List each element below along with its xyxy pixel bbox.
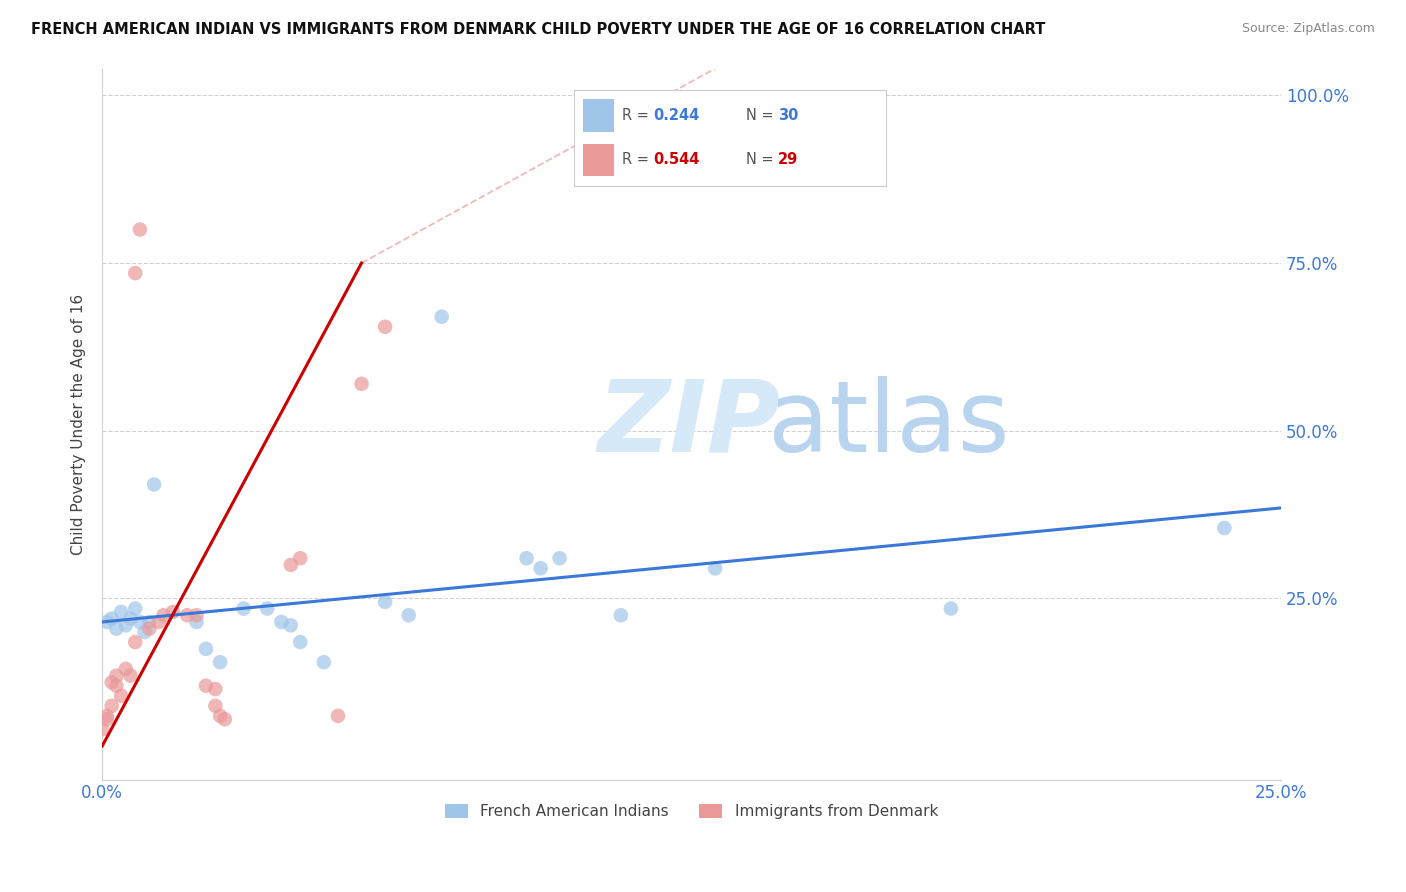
Y-axis label: Child Poverty Under the Age of 16: Child Poverty Under the Age of 16 xyxy=(72,293,86,555)
Point xyxy=(270,615,292,629)
Point xyxy=(280,618,302,632)
Point xyxy=(326,709,349,723)
Point xyxy=(290,551,312,566)
Point xyxy=(96,712,118,726)
Point xyxy=(105,668,128,682)
Point xyxy=(176,608,198,623)
Point xyxy=(1213,521,1236,535)
Text: Source: ZipAtlas.com: Source: ZipAtlas.com xyxy=(1241,22,1375,36)
Point xyxy=(96,709,118,723)
Point xyxy=(124,601,146,615)
Point xyxy=(194,679,217,693)
Point xyxy=(214,712,236,726)
Text: FRENCH AMERICAN INDIAN VS IMMIGRANTS FROM DENMARK CHILD POVERTY UNDER THE AGE OF: FRENCH AMERICAN INDIAN VS IMMIGRANTS FRO… xyxy=(31,22,1045,37)
Point xyxy=(374,595,396,609)
Point xyxy=(110,689,132,703)
Point xyxy=(105,622,128,636)
Point xyxy=(120,668,142,682)
Point xyxy=(129,615,152,629)
Point xyxy=(105,679,128,693)
Point xyxy=(114,618,136,632)
Point xyxy=(516,551,538,566)
Point xyxy=(194,641,217,656)
Point xyxy=(430,310,453,324)
Point xyxy=(148,615,170,629)
Point xyxy=(152,608,174,623)
Point xyxy=(120,612,142,626)
Point xyxy=(96,615,118,629)
Point xyxy=(129,222,152,236)
Point xyxy=(162,605,184,619)
Text: ZIP: ZIP xyxy=(598,376,780,473)
Point xyxy=(100,698,122,713)
Legend: French American Indians, Immigrants from Denmark: French American Indians, Immigrants from… xyxy=(439,798,943,825)
Point xyxy=(209,709,232,723)
Point xyxy=(280,558,302,572)
Point xyxy=(256,601,278,615)
Point xyxy=(548,551,571,566)
Point xyxy=(232,601,254,615)
Point xyxy=(204,681,226,696)
Point xyxy=(398,608,420,623)
Point xyxy=(138,622,160,636)
Point xyxy=(124,635,146,649)
Point xyxy=(704,561,727,575)
Point xyxy=(939,601,962,615)
Point xyxy=(312,655,335,669)
Point xyxy=(204,698,226,713)
Point xyxy=(290,635,312,649)
Point xyxy=(374,319,396,334)
Point xyxy=(138,615,160,629)
Point xyxy=(350,376,373,391)
Point xyxy=(100,612,122,626)
Point xyxy=(100,675,122,690)
Point xyxy=(114,662,136,676)
Point xyxy=(209,655,232,669)
Point xyxy=(134,625,156,640)
Point xyxy=(610,608,633,623)
Text: atlas: atlas xyxy=(768,376,1010,473)
Point xyxy=(143,477,166,491)
Point xyxy=(91,723,114,737)
Point xyxy=(186,608,208,623)
Point xyxy=(110,605,132,619)
Point xyxy=(124,266,146,280)
Point xyxy=(186,615,208,629)
Point xyxy=(530,561,553,575)
